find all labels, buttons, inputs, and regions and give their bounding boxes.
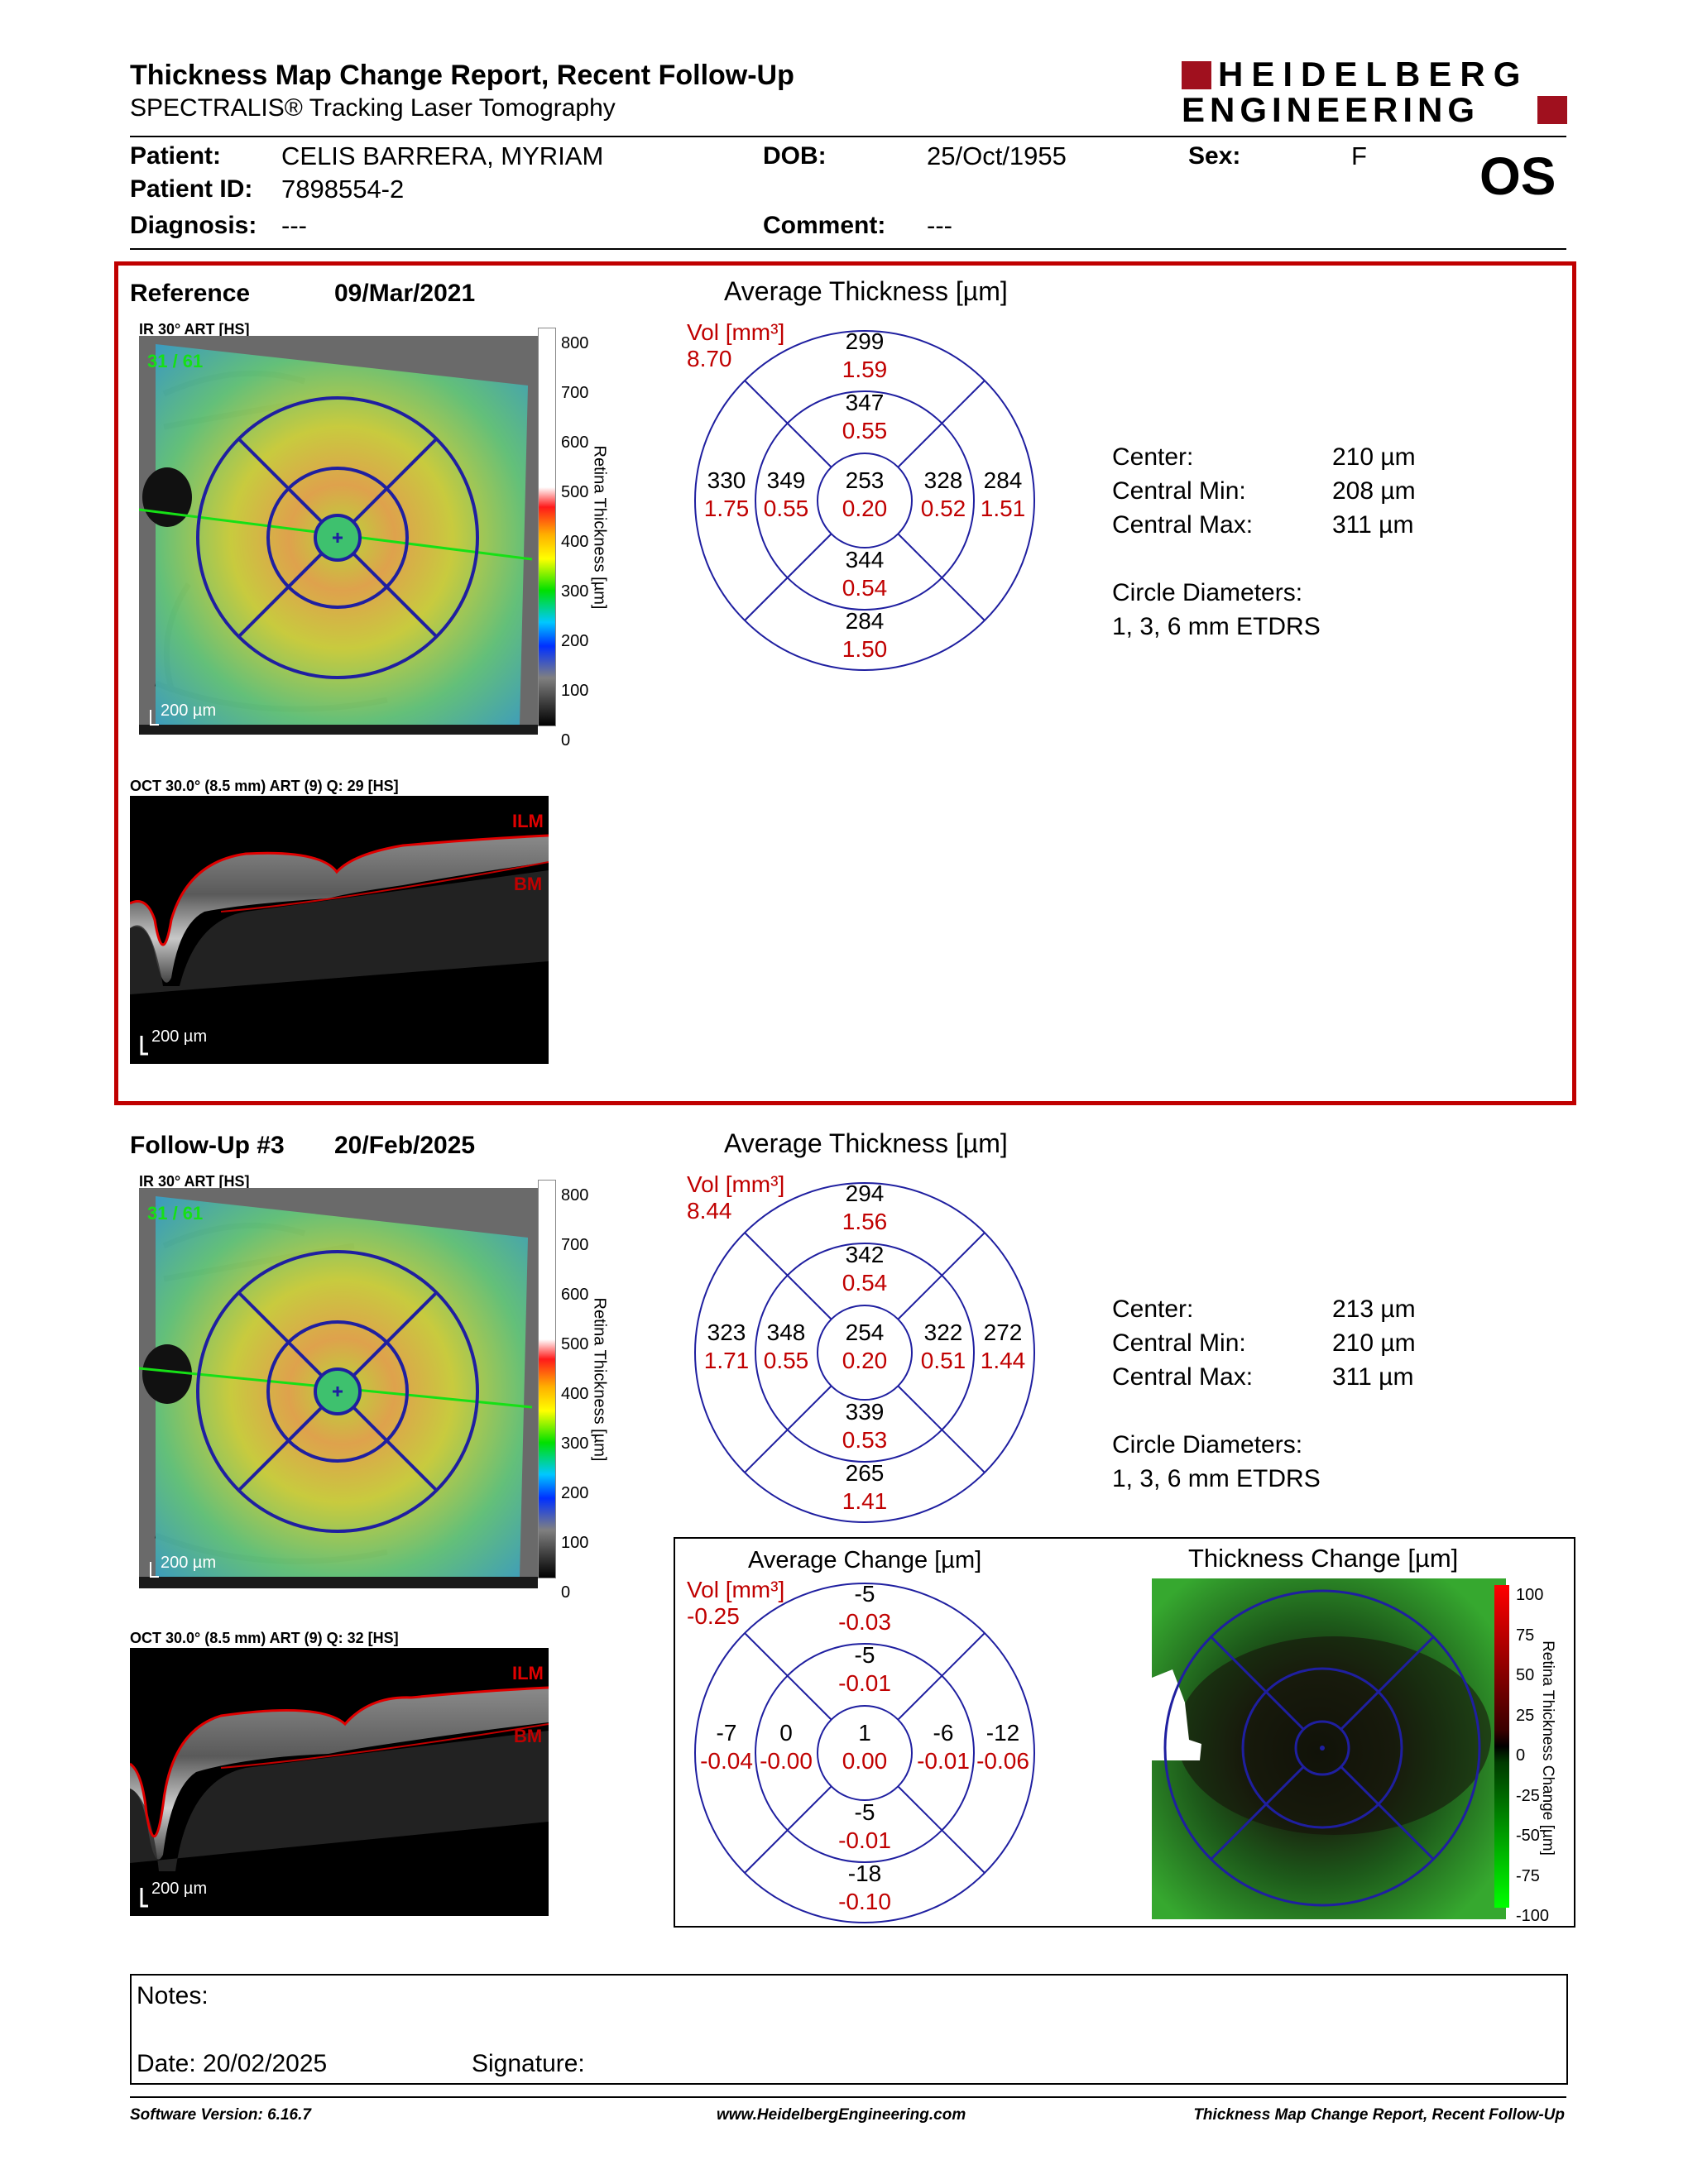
footer-report-name: Thickness Map Change Report, Recent Foll… <box>1193 2106 1565 2124</box>
followup-vol-label: Vol [mm³] <box>687 1171 785 1197</box>
followup-thickness-color-scale: 800 700 600 500 400 300 200 100 0 Retina Thickne… <box>538 1180 645 1602</box>
reference-stat-values: 210 µm 208 µm 311 µm <box>1332 443 1416 539</box>
reference-date: 09/Mar/2021 <box>334 280 476 307</box>
followup-ir-fundus-image: 31 / 61 200 µm <box>139 1188 538 1588</box>
followup-thickness-scale-label: Retina Thickness [µm] <box>590 1297 609 1462</box>
patient-name: CELIS BARRERA, MYRIAM <box>281 141 604 170</box>
change-vol-label: Vol [mm³] <box>687 1577 785 1602</box>
followup-stat-values: 213 µm 210 µm 311 µm <box>1332 1296 1416 1391</box>
comment-value: --- <box>927 211 952 240</box>
footer-url[interactable]: www.HeidelbergEngineering.com <box>717 2106 966 2124</box>
dob-value: 25/Oct/1955 <box>927 141 1067 170</box>
followup-bm-label: BM <box>514 1726 543 1746</box>
diagnosis-label: Diagnosis: <box>130 212 257 239</box>
oct-caption: OCT 30.0° (8.5 mm) ART (9) Q: 29 [HS] <box>130 778 399 794</box>
etdrs-grid: 299 1.59 347 0.55 330 1.75 349 0.55 253 0.20 … <box>693 328 1036 672</box>
oct-bscan-image: ILM BM 200 µm <box>130 796 549 1064</box>
reference-stats: Center: Central Min: Central Max: Circle… <box>1112 443 1321 640</box>
notes-box <box>130 1974 1568 2085</box>
change-vol-total: -0.25 <box>687 1603 740 1629</box>
patient-id-label: Patient ID: <box>130 175 253 203</box>
heidelberg-logo: HEIDELBERG ENGINEERING <box>1182 55 1569 131</box>
ilm-label: ILM <box>512 811 544 831</box>
bm-label: BM <box>514 874 543 894</box>
oct-scale-bar: 200 µm <box>151 1027 208 1046</box>
followup-oct-bscan-image: ILM BM 200 µm <box>130 1648 549 1916</box>
notes-label[interactable]: Notes: <box>137 1982 209 2009</box>
thickness-change-title: Thickness Change [µm] <box>1188 1544 1459 1573</box>
thickness-color-scale: 800 700 600 500 400 300 200 100 0 Retina Thickne… <box>538 328 645 750</box>
change-color-scale: 100 75 50 25 0 -25 -50 -75 -100 Retina Thickness… <box>1494 1577 1572 1925</box>
followup-ir-scale-bar: 200 µm <box>161 1554 217 1572</box>
change-etdrs-grid: -5 -0.03 -5 -0.01 -7 -0.04 0 -0.00 1 0.00 -6-… <box>693 1581 1036 1924</box>
patient-id: 7898554-2 <box>281 175 405 204</box>
diagnosis-value: --- <box>281 211 307 240</box>
vol-label: Vol [mm³] <box>687 319 785 345</box>
avg-thickness-title: Average Thickness [µm] <box>724 276 1008 306</box>
reference-panel <box>114 261 1576 1105</box>
followup-ir-caption: IR 30° ART [HS] <box>139 1173 250 1190</box>
eye-label: OS <box>1479 146 1556 206</box>
signature-label: Signature: <box>472 2050 585 2077</box>
followup-avg-thickness-title: Average Thickness [µm] <box>724 1128 1008 1158</box>
reference-label: Reference <box>130 280 251 307</box>
dob-label: DOB: <box>763 142 827 170</box>
followup-oct-caption: OCT 30.0° (8.5 mm) ART (9) Q: 32 [HS] <box>130 1630 399 1646</box>
ir-fundus-image: 31 / 61 200 µm <box>139 336 538 735</box>
vol-total: 8.70 <box>687 346 732 371</box>
followup-date: 20/Feb/2025 <box>334 1132 476 1159</box>
sex-label: Sex: <box>1188 142 1241 170</box>
followup-vol-total: 8.44 <box>687 1198 732 1224</box>
change-scale-label: Retina Thickness Change [µm] <box>1539 1640 1556 1856</box>
followup-etdrs-grid: 294 1.56 342 0.54 323 1.71 348 0.55 254 0.20 … <box>693 1181 1036 1524</box>
followup-oct-scale-bar: 200 µm <box>151 1880 208 1898</box>
followup-stats: Center: Central Min: Central Max: Circle… <box>1112 1296 1321 1492</box>
followup-label: Follow-Up #3 <box>130 1132 285 1159</box>
notes-date: Date: 20/02/2025 <box>137 2050 328 2077</box>
followup-ilm-label: ILM <box>512 1663 544 1684</box>
ir-scale-bar: 200 µm <box>161 702 217 720</box>
report-subtitle: SPECTRALIS® Tracking Laser Tomography <box>130 94 616 122</box>
thickness-scale-label: Retina Thickness [µm] <box>590 445 609 610</box>
sex-value: F <box>1351 141 1367 170</box>
patient-label: Patient: <box>130 142 222 170</box>
report-title: Thickness Map Change Report, Recent Foll… <box>130 60 794 91</box>
followup-ir-overlay-text: 31 / 61 <box>147 1203 204 1224</box>
thickness-change-map <box>1152 1578 1506 1919</box>
ir-caption: IR 30° ART [HS] <box>139 321 250 338</box>
comment-label: Comment: <box>763 212 886 239</box>
software-version: Software Version: 6.16.7 <box>130 2106 311 2124</box>
change-panel <box>674 1537 1575 1928</box>
ir-overlay-text: 31 / 61 <box>147 351 204 371</box>
avg-change-title: Average Change [µm] <box>748 1547 982 1573</box>
